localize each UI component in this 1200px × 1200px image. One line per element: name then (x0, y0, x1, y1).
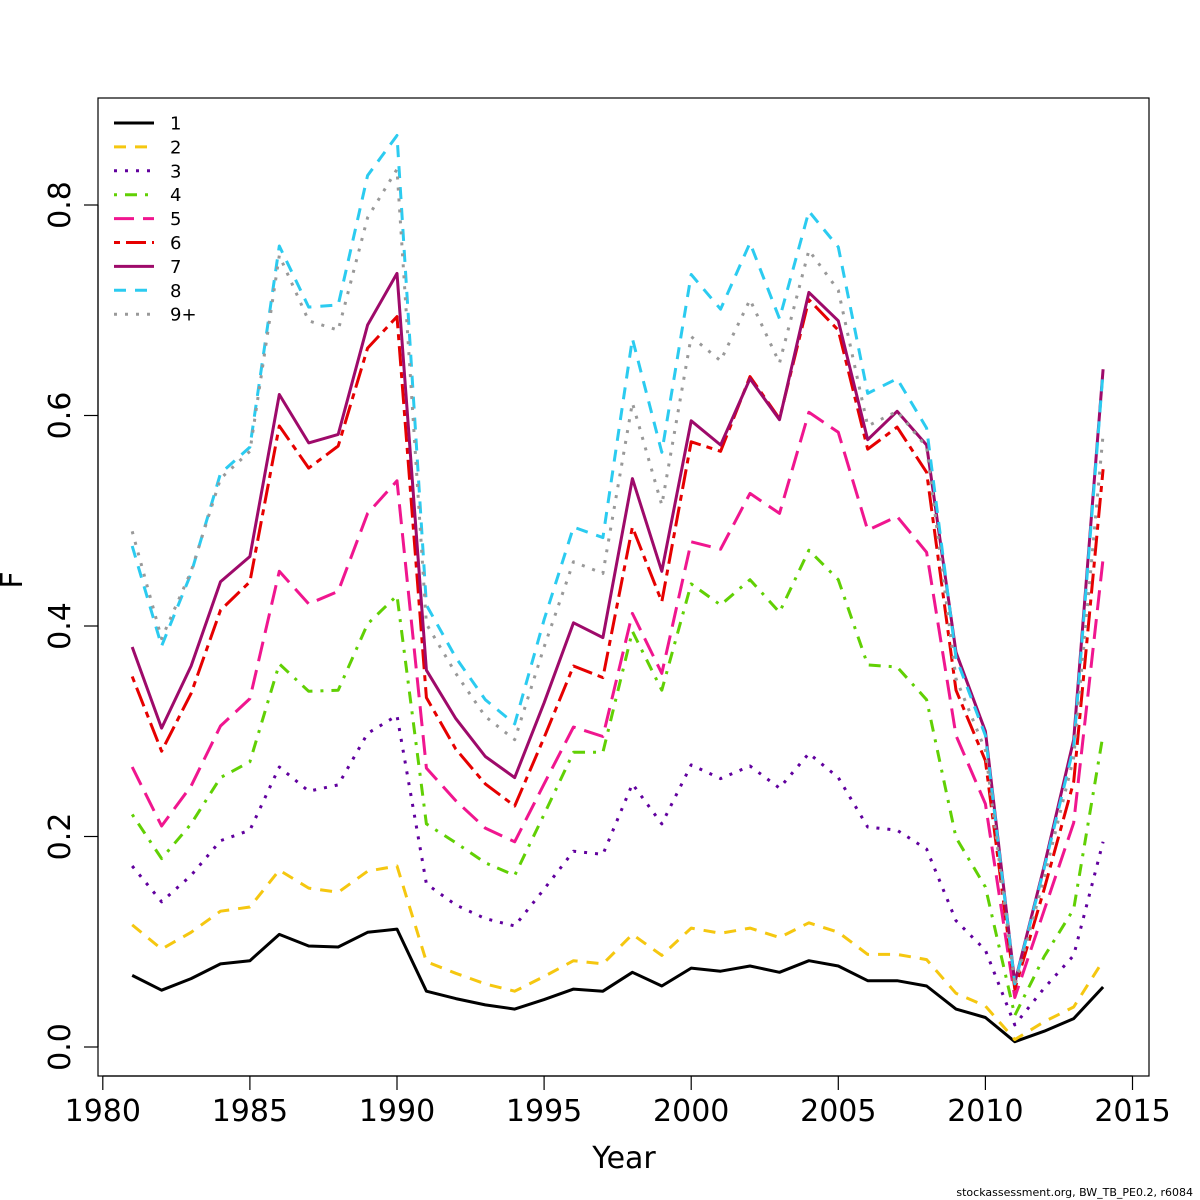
series-line-5 (130, 410, 1105, 999)
legend-label: 5 (170, 209, 181, 230)
series-line-9plus (130, 167, 1105, 988)
x-tick-label: 2015 (1094, 1094, 1170, 1129)
legend-label: 3 (170, 161, 181, 182)
series-line-4 (130, 548, 1105, 1017)
legend-label: 4 (170, 185, 181, 206)
series-line-1 (131, 927, 1105, 1044)
legend-label: 6 (170, 233, 181, 254)
legend: 12 3 4 5 6 7 8 9+ (114, 114, 197, 326)
x-tick-label: 1990 (359, 1094, 435, 1129)
series-line-2 (131, 864, 1105, 1042)
y-tick-label: 0.6 (43, 392, 78, 440)
series-line-8 (130, 134, 1105, 986)
y-tick-label: 0.8 (43, 181, 78, 229)
series-line-3 (131, 714, 1105, 1027)
legend-label: 7 (170, 257, 181, 278)
legend-label: 9+ (170, 305, 197, 326)
y-tick-label: 0.0 (43, 1023, 78, 1071)
x-tick-label: 2005 (800, 1094, 876, 1129)
series-lines (130, 134, 1105, 1044)
footer-note: stockassessment.org, BW_TB_PE0.2, r6084 (956, 1186, 1193, 1199)
y-tick-label: 0.4 (43, 602, 78, 650)
x-tick-label: 1980 (65, 1094, 141, 1129)
series-line-6 (130, 298, 1105, 991)
y-axis-title: F (0, 571, 30, 588)
series-line-7 (130, 271, 1105, 985)
legend-label: 1 (170, 114, 181, 135)
x-tick-label: 2010 (947, 1094, 1023, 1129)
x-axis-title: Year (591, 1141, 656, 1176)
x-axis: 1980 1985 1990 1995 2000 2005 2010 2015 (65, 1075, 1171, 1129)
x-tick-label: 2000 (653, 1094, 729, 1129)
legend-label: 8 (170, 281, 181, 302)
plot-frame (97, 97, 1150, 1077)
x-tick-label: 1985 (212, 1094, 288, 1129)
x-tick-label: 1995 (506, 1094, 582, 1129)
y-tick-label: 0.2 (43, 813, 78, 861)
y-axis: 0.0 0.2 0.4 0.6 0.8 (43, 181, 99, 1071)
legend-label: 2 (170, 137, 181, 158)
